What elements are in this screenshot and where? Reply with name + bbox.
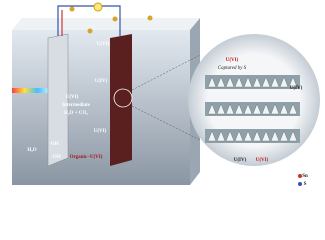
cell-label: U(VI) [94,129,107,134]
zoom-line [131,105,201,141]
tetrahedron [225,130,235,142]
illustration: U(VI) U(IV) U(VI) Intermediate H₂O + CO₂ U(VI… [12,2,320,187]
tetrahedron [288,76,298,88]
inset-label: U(VI) [226,58,239,63]
cell-label: Organic−U(VI) [70,155,103,160]
photo-electrode [47,33,69,167]
tetrahedron [216,76,226,88]
electron [147,15,153,21]
wire [57,5,121,36]
cell-label: Intermediate [62,103,91,108]
inset-label: U(VI) [256,158,269,163]
tetrahedron [270,130,280,142]
tetrahedron [279,103,289,115]
tank [12,30,190,185]
legend-swatch [298,182,302,186]
tetrahedron [207,130,217,142]
tetrahedron [243,103,253,115]
cell-label: ·OH [51,155,61,160]
tetrahedron [270,76,280,88]
tetrahedron [207,103,217,115]
tetrahedron [234,76,244,88]
light-beam [12,88,54,93]
inset-caption: Captured by S [218,66,247,71]
cell-label: ·OH [49,142,59,147]
tetrahedron [279,76,289,88]
tetrahedron [234,103,244,115]
tetrahedron [234,130,244,142]
tetrahedron [216,130,226,142]
tetrahedron [279,130,289,142]
tetrahedron [261,130,271,142]
zoom-line [131,54,201,91]
legend-label: Sn [302,174,308,179]
inset-label: U(IV) [290,86,303,91]
tetrahedron [216,103,226,115]
cell-label: U(VI) [66,95,79,100]
cell-label: U(IV) [95,79,108,84]
electron [87,28,93,34]
legend-swatch [298,174,302,178]
tetrahedron [252,76,262,88]
zoom-marker [113,88,133,108]
tetrahedron [288,103,298,115]
tetrahedron [261,76,271,88]
tetrahedron [243,130,253,142]
lamp [93,2,103,12]
inset-label: U(IV) [234,158,247,163]
tetrahedron [207,76,217,88]
legend-label: S [304,182,307,187]
tetrahedron [252,130,262,142]
tetrahedron [225,76,235,88]
tetrahedron [261,103,271,115]
cell-label: U(VI) [97,42,110,47]
cell-label: H₂O [27,148,36,153]
inset-circle [188,34,320,166]
tetrahedron [288,130,298,142]
water-surface [12,18,200,30]
tetrahedron [225,103,235,115]
page: U(VI) U(IV) U(VI) Intermediate H₂O + CO₂ U(VI… [12,2,320,188]
tetrahedron [252,103,262,115]
tetrahedron [243,76,253,88]
electron [112,16,118,22]
tetrahedron [270,103,280,115]
counter-electrode [110,34,132,166]
electron [69,6,75,12]
cell-label: H₂O + CO₂ [64,111,88,116]
